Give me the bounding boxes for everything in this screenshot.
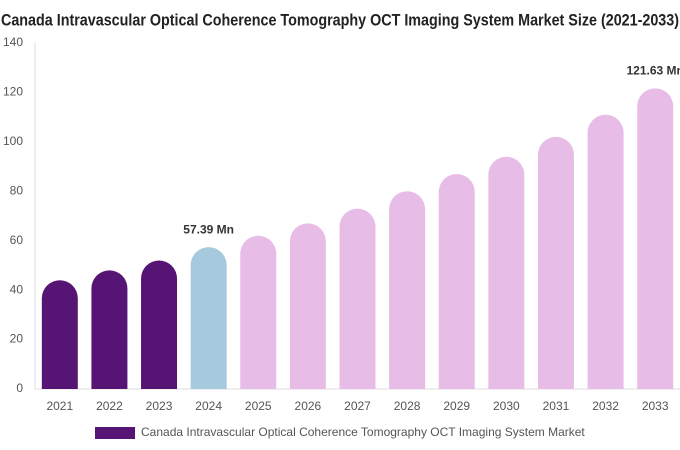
- bar: [190, 247, 227, 389]
- bar: [488, 156, 525, 389]
- y-tick-label: 60: [10, 233, 24, 247]
- x-tick-label: 2030: [493, 399, 520, 413]
- legend-swatch: [95, 427, 135, 439]
- bar: [289, 223, 326, 389]
- bar: [637, 88, 674, 389]
- x-tick-label: 2023: [146, 399, 173, 413]
- x-tick-label: 2032: [592, 399, 619, 413]
- x-tick-label: 2028: [394, 399, 421, 413]
- bar: [537, 136, 574, 389]
- x-tick-label: 2025: [245, 399, 272, 413]
- y-tick-label: 40: [10, 282, 24, 296]
- x-tick-label: 2031: [543, 399, 570, 413]
- bar: [438, 173, 475, 389]
- chart-title: Canada Intravascular Optical Coherence T…: [1, 10, 679, 29]
- bar: [587, 114, 624, 389]
- bar: [141, 260, 178, 389]
- x-tick-label: 2022: [96, 399, 123, 413]
- x-tick-label: 2024: [195, 399, 222, 413]
- y-tick-label: 0: [16, 381, 23, 395]
- value-label: 121.63 Mn: [627, 64, 680, 78]
- y-tick-label: 20: [10, 332, 24, 346]
- x-tick-label: 2021: [46, 399, 73, 413]
- bar: [91, 270, 128, 389]
- x-tick-label: 2026: [295, 399, 322, 413]
- bar: [389, 191, 426, 389]
- bar: [240, 235, 277, 389]
- y-tick-label: 100: [3, 134, 23, 148]
- y-tick-label: 120: [3, 85, 23, 99]
- y-tick-label: 140: [3, 35, 23, 49]
- y-tick-label: 80: [10, 183, 24, 197]
- x-tick-label: 2029: [443, 399, 470, 413]
- x-tick-label: 2033: [642, 399, 669, 413]
- bar: [339, 208, 376, 389]
- x-tick-label: 2027: [344, 399, 371, 413]
- legend-label: Canada Intravascular Optical Coherence T…: [141, 425, 585, 439]
- value-label: 57.39 Mn: [183, 222, 234, 236]
- bar: [41, 280, 78, 389]
